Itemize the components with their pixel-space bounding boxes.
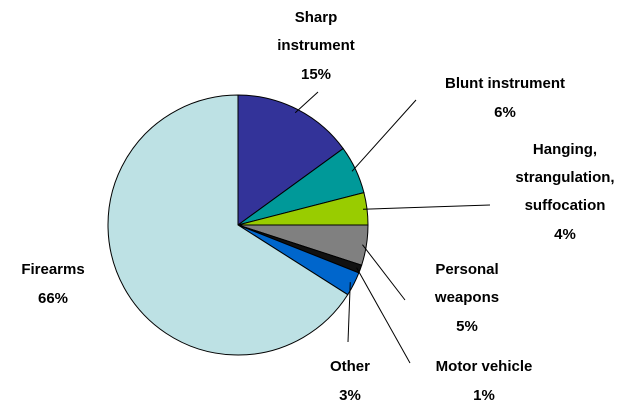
leader-line	[351, 99, 417, 172]
slice-label: Blunt instrument 6%	[420, 70, 590, 127]
leader-line	[356, 267, 411, 364]
slice-label: Other 3%	[315, 353, 385, 408]
value-label: 15%	[300, 66, 332, 83]
value-label: 66%	[37, 290, 69, 307]
slice-label: Motor vehicle 1%	[404, 353, 564, 408]
leader-line	[347, 282, 351, 343]
pie-slice	[237, 94, 344, 226]
value-label: 5%	[456, 318, 478, 335]
pie-slice	[107, 94, 349, 356]
value-label: 6%	[494, 104, 516, 121]
slice-label: Sharp instrument 15%	[266, 4, 366, 89]
category-label: Motor vehicle	[435, 358, 533, 375]
leader-line	[362, 244, 406, 301]
category-label: Firearms	[21, 261, 85, 278]
category-label: Blunt instrument	[445, 75, 565, 92]
value-label: 3%	[339, 387, 361, 404]
leader-line	[362, 204, 491, 210]
category-label: Other	[329, 358, 370, 375]
category-label: Sharp instrument	[277, 9, 355, 54]
slice-label: Firearms 66%	[5, 256, 101, 313]
value-label: 1%	[473, 387, 495, 404]
value-label: 4%	[554, 226, 576, 243]
category-label: Personal weapons	[434, 261, 500, 306]
slice-label: Personal weapons 5%	[412, 256, 522, 341]
category-label: Hanging, strangulation, suffocation	[515, 141, 615, 214]
slice-label: Hanging, strangulation, suffocation 4%	[490, 136, 639, 249]
leader-line	[294, 91, 319, 114]
